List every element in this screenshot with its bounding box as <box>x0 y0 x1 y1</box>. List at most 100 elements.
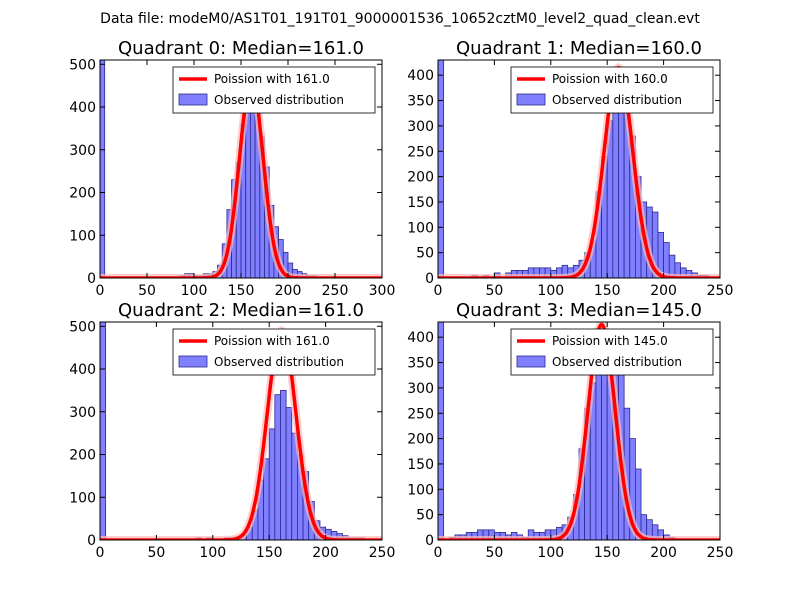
y-tick-label: 400 <box>407 330 434 346</box>
quadrant-3-panel: 0 50 100 150 200 250 0 50 100 150 200 250 300 350 400 Q… <box>407 300 733 561</box>
plot-frame <box>437 59 721 279</box>
histogram-bar <box>268 428 276 540</box>
legend-label-poisson: Poission with 160.0 <box>552 72 668 86</box>
y-tick-label: 350 <box>407 94 434 110</box>
y-tick-label: 200 <box>407 170 434 186</box>
poisson-curve <box>438 322 720 540</box>
poisson-curve-group <box>100 76 382 278</box>
quadrant-2-panel: 0 50 100 150 200 250 0 100 200 300 400 500 Quadrant … <box>69 300 395 561</box>
y-tick-label: 300 <box>407 381 434 397</box>
histogram-bar <box>612 100 619 278</box>
legend-bar-swatch <box>516 93 546 106</box>
x-tick-label: 50 <box>485 545 503 561</box>
histogram-bar <box>249 102 256 278</box>
y-tick-label: 0 <box>425 533 434 549</box>
legend-label-observed: Observed distribution <box>214 355 344 369</box>
legend: Poission with 161.0 Observed distribution <box>172 328 376 376</box>
y-tick-label: 300 <box>69 143 96 159</box>
y-tick-label: 50 <box>416 508 434 524</box>
histogram-bar <box>100 60 106 278</box>
x-tick-label: 0 <box>96 545 105 561</box>
x-tick-label: 250 <box>707 545 734 561</box>
legend-label-observed: Observed distribution <box>214 93 344 107</box>
y-tick-label: 200 <box>69 186 96 202</box>
x-tick-label: 250 <box>322 283 349 299</box>
quadrant-1-panel: 0 50 100 150 200 250 0 50 100 150 200 250 300 350 400 Q… <box>407 38 733 299</box>
histogram-bar <box>635 468 642 540</box>
panel-title: Quadrant 2: Median=161.0 <box>118 300 364 321</box>
panel-title: Quadrant 0: Median=161.0 <box>118 38 364 59</box>
y-tick-label: 100 <box>69 490 96 506</box>
panel-title: Quadrant 1: Median=160.0 <box>456 38 702 59</box>
legend-bar-swatch <box>178 355 208 368</box>
histogram-bar <box>274 394 281 540</box>
legend-label-poisson: Poission with 161.0 <box>214 334 330 348</box>
x-tick-label: 200 <box>312 545 339 561</box>
x-tick-label: 0 <box>434 283 443 299</box>
legend: Poission with 161.0 Observed distribution <box>172 66 376 114</box>
x-tick-label: 150 <box>228 283 255 299</box>
histogram-bar <box>280 389 287 540</box>
poisson-curve <box>100 79 382 278</box>
y-tick-label: 250 <box>407 406 434 422</box>
legend-bar-swatch <box>178 93 208 106</box>
plot-frame <box>437 321 721 541</box>
x-tick-label: 50 <box>485 283 503 299</box>
histogram-bar <box>595 367 602 540</box>
y-tick-label: 400 <box>407 68 434 84</box>
legend-label-poisson: Poission with 161.0 <box>214 72 330 86</box>
x-tick-label: 200 <box>650 545 677 561</box>
x-tick-label: 200 <box>650 283 677 299</box>
x-tick-label: 300 <box>369 283 396 299</box>
figure-title: Data file: modeM0/AS1T01_191T01_90000015… <box>100 11 700 27</box>
y-tick-label: 400 <box>69 100 96 116</box>
legend-label-observed: Observed distribution <box>552 355 682 369</box>
x-tick-label: 200 <box>275 283 302 299</box>
x-tick-label: 50 <box>138 283 156 299</box>
x-tick-label: 100 <box>537 283 564 299</box>
x-tick-label: 150 <box>594 283 621 299</box>
legend: Poission with 145.0 Observed distribution <box>510 328 714 376</box>
y-tick-label: 350 <box>407 356 434 372</box>
histogram-bar <box>245 106 251 278</box>
y-tick-label: 300 <box>407 119 434 135</box>
y-tick-label: 0 <box>87 271 96 287</box>
x-tick-label: 50 <box>147 545 165 561</box>
histogram-bar <box>438 60 445 278</box>
y-tick-label: 0 <box>87 533 96 549</box>
plot-frame <box>99 321 383 541</box>
y-tick-label: 150 <box>407 195 434 211</box>
quadrant-0-panel: 0 50 100 150 200 250 300 0 100 200 300 400 500 Quadra… <box>69 38 395 299</box>
histogram-bar <box>263 458 270 540</box>
y-tick-label: 500 <box>69 57 96 73</box>
x-tick-label: 150 <box>256 545 283 561</box>
poisson-curve-group <box>438 322 720 540</box>
histogram-bars <box>438 60 710 278</box>
y-tick-label: 0 <box>425 271 434 287</box>
x-tick-label: 0 <box>434 545 443 561</box>
legend: Poission with 160.0 Observed distribution <box>510 66 714 114</box>
histogram-bar <box>618 90 625 278</box>
y-tick-label: 50 <box>416 246 434 262</box>
panel-title: Quadrant 3: Median=145.0 <box>456 300 702 321</box>
y-tick-label: 200 <box>407 432 434 448</box>
histogram-bar <box>601 362 608 540</box>
y-tick-label: 100 <box>69 228 96 244</box>
y-tick-label: 300 <box>69 405 96 421</box>
x-tick-label: 100 <box>181 283 208 299</box>
x-tick-label: 250 <box>369 545 396 561</box>
y-tick-label: 100 <box>407 220 434 236</box>
histogram-bar <box>100 322 107 540</box>
panels: 0 50 100 150 200 250 3000100200300400500Quadra… <box>69 38 733 561</box>
y-tick-label: 200 <box>69 448 96 464</box>
y-tick-label: 400 <box>69 362 96 378</box>
legend-label-observed: Observed distribution <box>552 93 682 107</box>
histogram-bar <box>285 407 293 540</box>
legend-label-poisson: Poission with 145.0 <box>552 334 668 348</box>
legend-bar-swatch <box>516 355 546 368</box>
y-tick-label: 500 <box>69 319 96 335</box>
x-tick-label: 100 <box>537 545 564 561</box>
x-tick-label: 100 <box>199 545 226 561</box>
y-tick-label: 100 <box>407 482 434 498</box>
